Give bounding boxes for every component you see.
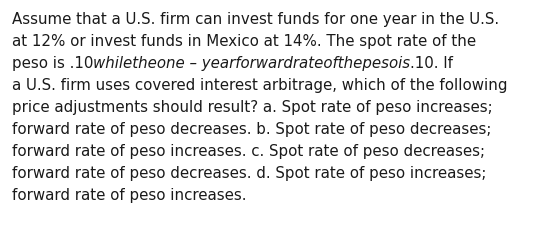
Text: forward rate of peso increases.: forward rate of peso increases.: [12, 187, 247, 202]
Text: peso is .10: peso is .10: [12, 56, 93, 71]
Text: at 12% or invest funds in Mexico at 14%. The spot rate of the: at 12% or invest funds in Mexico at 14%.…: [12, 34, 476, 49]
Text: price adjustments should result? a. Spot rate of peso increases;: price adjustments should result? a. Spot…: [12, 100, 493, 114]
Text: .10. If: .10. If: [411, 56, 454, 71]
Text: Assume that a U.S. firm can invest funds for one year in the U.S.: Assume that a U.S. firm can invest funds…: [12, 12, 499, 27]
Text: forward rate of peso increases. c. Spot rate of peso decreases;: forward rate of peso increases. c. Spot …: [12, 143, 485, 158]
Text: whiletheone – yearforwardrateofthepesois: whiletheone – yearforwardrateofthepesois: [93, 56, 411, 71]
Text: forward rate of peso decreases. d. Spot rate of peso increases;: forward rate of peso decreases. d. Spot …: [12, 165, 487, 180]
Text: forward rate of peso decreases. b. Spot rate of peso decreases;: forward rate of peso decreases. b. Spot …: [12, 121, 492, 136]
Text: a U.S. firm uses covered interest arbitrage, which of the following: a U.S. firm uses covered interest arbitr…: [12, 78, 507, 93]
